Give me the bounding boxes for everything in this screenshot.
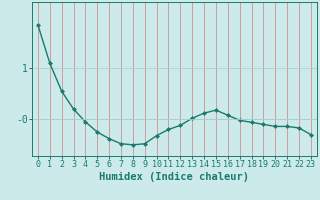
- X-axis label: Humidex (Indice chaleur): Humidex (Indice chaleur): [100, 172, 249, 182]
